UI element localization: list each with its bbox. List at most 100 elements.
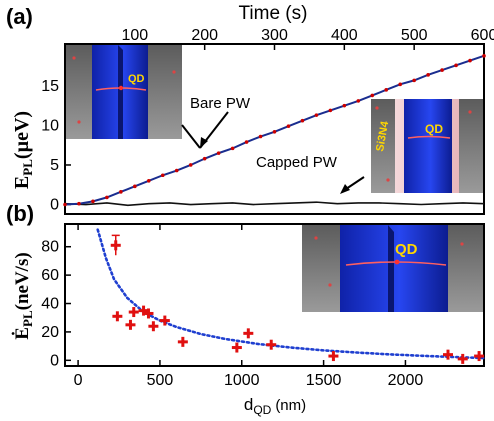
rate-data-point (129, 307, 139, 317)
top-axis-title: Time (s) (239, 3, 308, 24)
y-axis-label-b: ĖPL(neV/s) (12, 252, 35, 339)
y-tick-label-a: 0 (50, 197, 59, 214)
y-tick-label-b: 20 (41, 324, 59, 341)
bare-pw-data-point (315, 113, 319, 117)
bare-pw-data-point (147, 179, 151, 183)
inset-capped-pillar-shape (404, 99, 452, 193)
x-label-b-sub: QD (253, 403, 271, 417)
rate-data-point (266, 340, 276, 350)
bare-pw-data-point (301, 119, 305, 123)
bare-pw-data-point (329, 109, 333, 113)
y-tick-label-a: 5 (50, 157, 59, 174)
bare-pw-data-point (426, 73, 430, 77)
bare-pw-data-point (203, 157, 207, 161)
inset-panel-b-pillar: QD (302, 225, 483, 312)
bare-pw-data-point (398, 83, 402, 87)
y-tick-label-b: 80 (41, 239, 59, 256)
inset-b-speck (314, 236, 317, 239)
x-tick-label-top-a: 500 (401, 27, 428, 44)
bare-pw-data-point (119, 190, 123, 194)
bare-pw-data-point (412, 79, 416, 83)
rate-data-point (232, 343, 242, 353)
rate-data-point (328, 351, 338, 361)
bare-pw-data-point (63, 203, 67, 207)
bare-pw-data-point (468, 59, 472, 63)
y-label-b-unit: (neV/s) (12, 252, 33, 310)
x-tick-label-b: 1000 (224, 372, 260, 389)
y-label-a-main: E (11, 176, 33, 189)
bare-pw-label: Bare PW (190, 95, 251, 112)
rate-data-point (178, 337, 188, 347)
capped-pw-label: Capped PW (256, 154, 338, 171)
bare-pw-data-point (91, 200, 95, 204)
rate-data-point (458, 354, 468, 364)
bare-pw-data-point (231, 147, 235, 151)
x-tick-label-b: 1500 (306, 372, 342, 389)
bare-pw-data-point (357, 99, 361, 103)
bare-pw-pointer-arrow (182, 125, 200, 148)
inset-bare-speck (77, 120, 80, 123)
x-tick-label-top-a: 600 (471, 27, 494, 44)
inset-capped-speck (375, 106, 378, 109)
y-tick-label-b: 40 (41, 296, 59, 313)
bare-pw-data-point (259, 135, 263, 139)
panel-label-b: (b) (6, 201, 34, 226)
y-axis-label-a: EPL(µeV) (11, 111, 35, 189)
x-label-b-main: d (244, 395, 253, 414)
rate-data-point (148, 321, 158, 331)
inset-bare-speck (172, 70, 175, 73)
y-tick-label-a: 10 (41, 117, 59, 134)
capped-pw-series-line (65, 202, 484, 205)
bare-pw-data-point (482, 54, 486, 58)
x-tick-label-top-a: 400 (331, 27, 358, 44)
inset-b-qd-label: QD (395, 241, 418, 258)
y-tick-label-a: 15 (41, 78, 59, 95)
y-label-a-sub: PL (20, 159, 35, 176)
bare-pw-data-point (370, 94, 374, 98)
bare-pw-data-point (105, 196, 109, 200)
bare-pw-data-point (287, 124, 291, 128)
x-tick-label-top-a: 100 (121, 27, 148, 44)
panel-label-a: (a) (6, 4, 33, 29)
x-axis-label-b: dQD (nm) (244, 395, 306, 417)
inset-b-pillar-groove (388, 225, 394, 312)
inset-bare-qd-dot (119, 86, 123, 90)
y-label-b-sub: PL (20, 310, 35, 327)
inset-bare-qd-label: QD (128, 73, 145, 85)
inset-b-speck (460, 242, 463, 245)
x-tick-label-top-a: 200 (191, 27, 218, 44)
x-tick-label-b: 2000 (388, 372, 424, 389)
inset-b-speck (328, 283, 331, 286)
rate-data-point (111, 235, 121, 255)
bare-pw-data-point (384, 88, 388, 92)
bare-pw-data-point (440, 68, 444, 72)
y-label-a-unit: (µeV) (11, 111, 33, 159)
inset-b-qd-dot (395, 260, 400, 265)
x-tick-label-b: 500 (147, 372, 174, 389)
y-label-b-main: Ė (12, 327, 33, 340)
rate-data-point (112, 311, 122, 321)
inset-bare-pillar-groove (118, 45, 123, 139)
rate-data-point (474, 351, 484, 361)
bare-pw-data-point (175, 169, 179, 173)
inset-bare-pillar: QD (66, 45, 182, 139)
inset-capped-qd-label: QD (425, 122, 443, 136)
bare-pw-data-point (189, 163, 193, 167)
inset-capped-speck (468, 110, 471, 113)
inset-capped-pillar: Si3N4 QD (371, 99, 483, 193)
capped-pw-arrowhead (340, 184, 350, 194)
rate-data-point (125, 320, 135, 330)
bare-pw-data-point (343, 104, 347, 108)
bare-pw-data-point (217, 151, 221, 155)
bare-pw-data-point (245, 140, 249, 144)
bare-pw-data-point (161, 173, 165, 177)
x-tick-label-top-a: 300 (261, 27, 288, 44)
inset-bare-speck (72, 56, 75, 59)
y-tick-label-b: 60 (41, 267, 59, 284)
rate-data-point (243, 328, 253, 338)
x-label-b-unit: (nm) (275, 397, 306, 414)
y-tick-label-b: 0 (50, 352, 59, 369)
bare-pw-data-point (454, 64, 458, 68)
bare-pw-data-point (77, 202, 81, 206)
